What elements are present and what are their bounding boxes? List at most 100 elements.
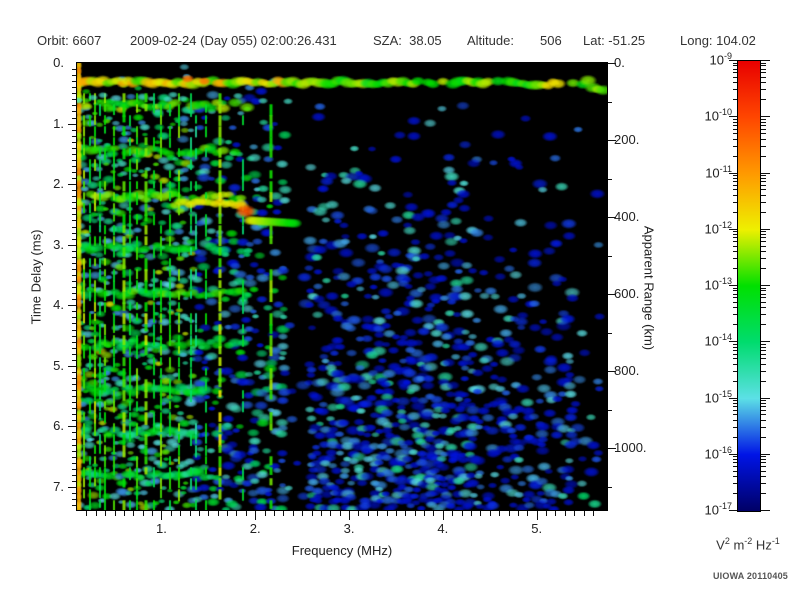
- colorbar-minor-tick: [761, 427, 766, 428]
- y-axis-minor-tick: [72, 396, 76, 397]
- y-axis-minor-tick: [72, 457, 76, 458]
- y2-axis-tick: [608, 140, 616, 141]
- colorbar-minor-tick: [733, 483, 737, 484]
- colorbar-minor-tick: [761, 181, 766, 182]
- colorbar-minor-tick: [733, 381, 737, 382]
- y-axis-minor-tick: [72, 190, 76, 191]
- x-axis-minor-tick: [509, 511, 510, 516]
- y-axis-minor-tick: [72, 160, 76, 161]
- x-axis-minor-tick: [490, 511, 491, 516]
- y2-axis-minor-tick: [608, 487, 612, 488]
- colorbar-minor-tick: [761, 234, 766, 235]
- colorbar-minor-tick: [761, 156, 766, 157]
- colorbar-tick-label: 10-12: [704, 220, 732, 237]
- colorbar-minor-tick: [761, 456, 766, 457]
- x-axis-minor-tick: [152, 511, 153, 516]
- colorbar-minor-tick: [733, 354, 737, 355]
- colorbar-minor-tick: [761, 403, 766, 404]
- y2-axis-minor-tick: [608, 333, 612, 334]
- y-axis-minor-tick: [72, 299, 76, 300]
- y2-axis-tick: [608, 63, 616, 64]
- colorbar-minor-tick: [761, 133, 766, 134]
- colorbar-tick: [761, 285, 770, 286]
- x-axis-tick: [443, 511, 444, 520]
- y-axis-minor-tick: [72, 445, 76, 446]
- colorbar-minor-tick: [761, 350, 766, 351]
- colorbar-minor-tick: [733, 406, 737, 407]
- colorbar-minor-tick: [733, 146, 737, 147]
- colorbar-minor-tick: [733, 82, 737, 83]
- x-tick-label: 2.: [249, 521, 261, 536]
- x-axis-minor-tick: [143, 511, 144, 516]
- unit-exponent: -2: [744, 536, 753, 546]
- y-axis-minor-tick: [72, 481, 76, 482]
- colorbar-minor-tick: [733, 69, 737, 70]
- y2-axis-tick: [608, 371, 616, 372]
- colorbar-minor-tick: [733, 156, 737, 157]
- y2-axis-tick: [608, 217, 616, 218]
- colorbar-minor-tick: [761, 410, 766, 411]
- y-axis-minor-tick: [72, 469, 76, 470]
- colorbar-tick: [729, 510, 737, 511]
- colorbar-exponent: -12: [718, 220, 732, 230]
- y-axis-minor-tick: [72, 227, 76, 228]
- y-axis-minor-tick: [72, 87, 76, 88]
- colorbar-minor-tick: [733, 119, 737, 120]
- colorbar-minor-tick: [733, 358, 737, 359]
- y-tick-label: 0.: [53, 55, 64, 70]
- colorbar-minor-tick: [761, 122, 766, 123]
- x-axis-minor-tick: [396, 511, 397, 516]
- x-axis-minor-tick: [462, 511, 463, 516]
- colorbar-minor-tick: [733, 400, 737, 401]
- y-axis-minor-tick: [72, 420, 76, 421]
- y-axis-minor-tick: [72, 408, 76, 409]
- colorbar-minor-tick: [761, 420, 766, 421]
- colorbar-minor-tick: [733, 410, 737, 411]
- x-axis-minor-tick: [86, 511, 87, 516]
- unit-exponent: -1: [771, 536, 780, 546]
- y-axis-tick: [68, 366, 76, 367]
- y-axis-minor-tick: [72, 354, 76, 355]
- y-axis-minor-tick: [72, 390, 76, 391]
- colorbar-minor-tick: [761, 459, 766, 460]
- x-axis-minor-tick: [133, 511, 134, 516]
- colorbar-minor-tick: [761, 258, 766, 259]
- x-axis-tick: [349, 511, 350, 520]
- x-axis-minor-tick: [199, 511, 200, 516]
- y-axis-minor-tick: [72, 348, 76, 349]
- x-axis-minor-tick: [115, 511, 116, 516]
- x-tick-label: 1.: [156, 521, 167, 536]
- y-axis-minor-tick: [72, 178, 76, 179]
- y-axis-minor-tick: [72, 75, 76, 76]
- colorbar-minor-tick: [733, 65, 737, 66]
- colorbar-tick-label: 10-15: [704, 389, 732, 406]
- colorbar-tick: [729, 229, 737, 230]
- colorbar-minor-tick: [733, 258, 737, 259]
- x-axis-minor-tick: [171, 511, 172, 516]
- colorbar-exponent: -17: [718, 501, 732, 511]
- colorbar-minor-tick: [733, 437, 737, 438]
- y-axis-tick: [68, 184, 76, 185]
- y-axis-title: Time Delay (ms): [28, 229, 44, 325]
- colorbar-minor-tick: [733, 251, 737, 252]
- y-axis-minor-tick: [72, 499, 76, 500]
- y-axis-minor-tick: [72, 111, 76, 112]
- y-axis-minor-tick: [72, 505, 76, 506]
- colorbar-minor-tick: [761, 146, 766, 147]
- y-axis-minor-tick: [72, 414, 76, 415]
- colorbar-minor-tick: [733, 414, 737, 415]
- y-axis-minor-tick: [72, 384, 76, 385]
- colorbar-units: V2 m-2 Hz-1: [716, 536, 780, 553]
- colorbar-minor-tick: [761, 344, 766, 345]
- x-axis-minor-tick: [424, 511, 425, 516]
- colorbar-minor-tick: [733, 139, 737, 140]
- y2-axis-tick: [608, 448, 616, 449]
- header-lat: Lat: -51.25: [583, 33, 646, 48]
- y-axis-minor-tick: [72, 439, 76, 440]
- colorbar-tick: [729, 454, 737, 455]
- y-axis-minor-tick: [72, 233, 76, 234]
- colorbar-minor-tick: [761, 290, 766, 291]
- x-axis-minor-tick: [302, 511, 303, 516]
- x-axis-minor-tick: [105, 511, 106, 516]
